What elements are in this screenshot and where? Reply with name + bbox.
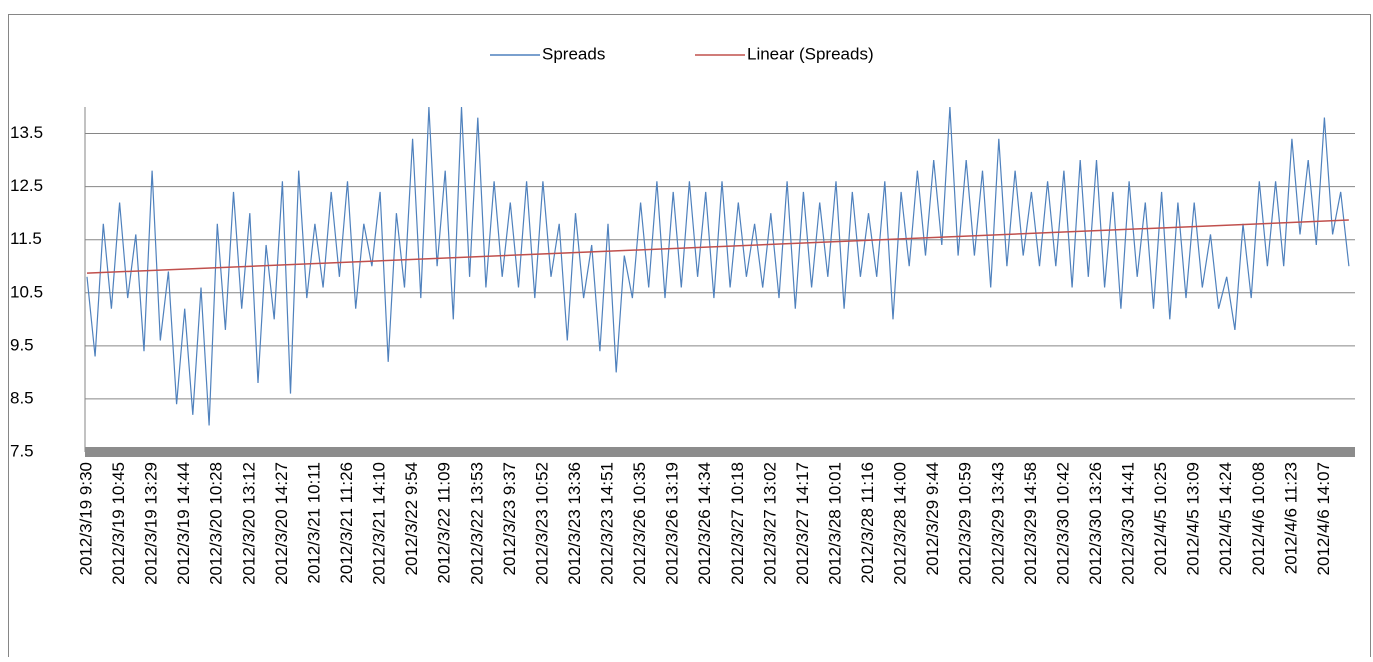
x-tick-label: 2012/3/23 14:51	[598, 462, 617, 585]
x-tick-label: 2012/3/23 10:52	[532, 462, 551, 585]
y-tick-label: 10.5	[10, 282, 43, 301]
x-tick-label: 2012/3/22 9:54	[402, 462, 421, 575]
x-tick-label: 2012/3/28 10:01	[825, 462, 844, 585]
x-tick-label: 2012/3/19 13:29	[142, 462, 161, 585]
x-tick-label: 2012/3/21 14:10	[370, 462, 389, 585]
x-tick-label: 2012/3/27 13:02	[760, 462, 779, 585]
x-tick-label: 2012/3/30 13:26	[1086, 462, 1105, 585]
x-tick-label: 2012/3/23 9:37	[500, 462, 519, 575]
x-axis	[85, 447, 1355, 457]
x-tick-label: 2012/4/5 14:24	[1216, 462, 1235, 575]
y-tick-label: 11.5	[10, 229, 42, 248]
x-tick-label: 2012/3/20 13:12	[239, 462, 258, 585]
y-tick-label: 13.5	[10, 123, 43, 142]
x-tick-label: 2012/3/19 14:44	[174, 462, 193, 585]
x-tick-label: 2012/3/26 13:19	[663, 462, 682, 585]
y-tick-label: 12.5	[10, 176, 43, 195]
x-tick-label: 2012/3/21 10:11	[304, 462, 323, 584]
x-tick-label: 2012/4/6 10:08	[1249, 462, 1268, 575]
y-tick-label: 7.5	[10, 441, 34, 460]
x-tick-label: 2012/3/30 10:42	[1053, 462, 1072, 585]
x-tick-label: 2012/3/22 13:53	[467, 462, 486, 585]
y-tick-label: 9.5	[10, 335, 34, 354]
x-tick-label: 2012/3/28 11:16	[858, 462, 877, 584]
x-tick-label: 2012/3/19 9:30	[76, 462, 95, 575]
x-tick-label: 2012/4/5 10:25	[1151, 462, 1170, 575]
x-tick-label: 2012/3/21 11:26	[337, 462, 356, 584]
x-tick-label: 2012/4/6 14:07	[1314, 462, 1333, 575]
x-tick-label: 2012/3/27 10:18	[728, 462, 747, 585]
x-tick-label: 2012/3/27 14:17	[793, 462, 812, 585]
x-tick-label: 2012/3/29 10:59	[956, 462, 975, 585]
x-tick-label: 2012/3/23 13:36	[565, 462, 584, 585]
legend-label: Spreads	[542, 44, 605, 63]
x-tick-label: 2012/3/26 14:34	[695, 462, 714, 585]
chart-border	[8, 14, 1371, 662]
x-tick-label: 2012/4/6 11:23	[1281, 462, 1300, 574]
x-tick-label: 2012/3/28 14:00	[891, 462, 910, 585]
x-tick-label: 2012/3/29 13:43	[988, 462, 1007, 585]
y-tick-label: 8.5	[10, 388, 34, 407]
x-tick-label: 2012/3/22 11:09	[435, 462, 454, 584]
x-tick-label: 2012/3/29 9:44	[923, 462, 942, 575]
x-tick-label: 2012/3/19 10:45	[109, 462, 128, 585]
x-tick-label: 2012/3/29 14:58	[1021, 462, 1040, 585]
series-line	[86, 106, 1350, 426]
x-tick-label: 2012/3/26 10:35	[630, 462, 649, 585]
trend-line	[86, 219, 1349, 274]
x-tick-label: 2012/3/20 14:27	[272, 462, 291, 585]
x-tick-label: 2012/3/20 10:28	[207, 462, 226, 585]
x-tick-label: 2012/4/5 13:09	[1184, 462, 1203, 575]
legend-label: Linear (Spreads)	[747, 44, 874, 63]
x-tick-label: 2012/3/30 14:41	[1119, 462, 1138, 585]
